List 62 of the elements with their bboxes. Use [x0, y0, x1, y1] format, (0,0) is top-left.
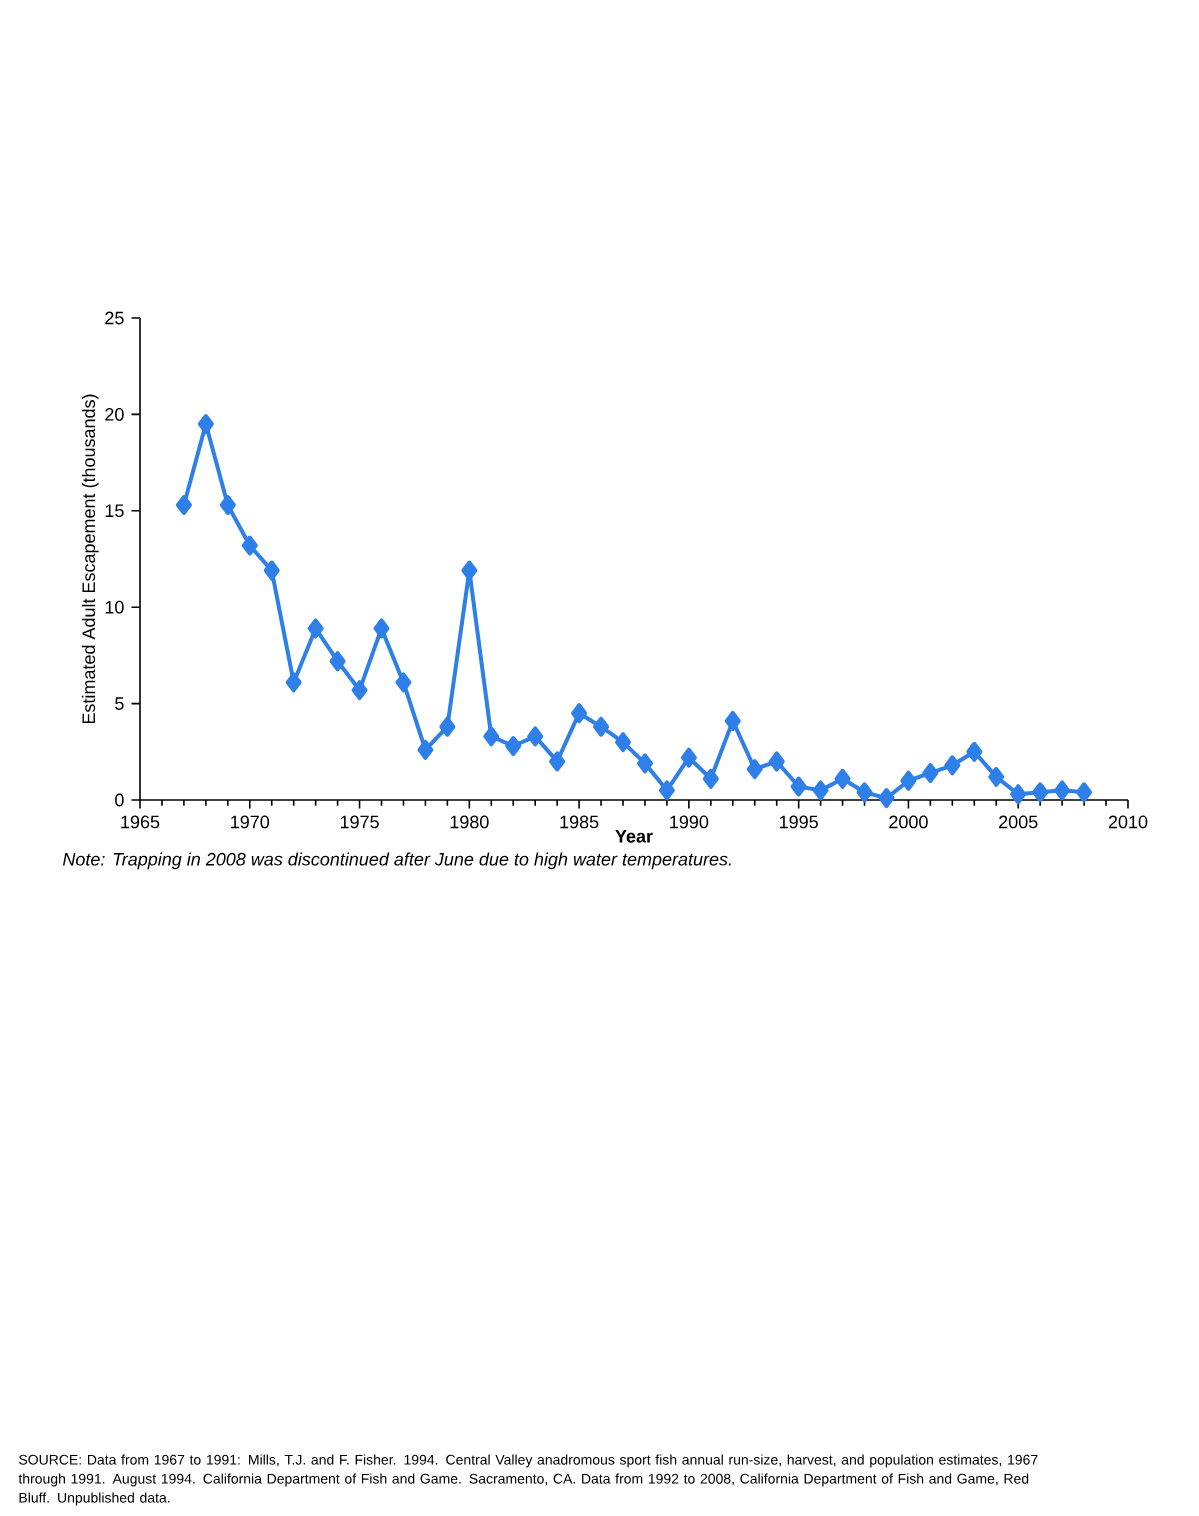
x-tick-label: 1990	[670, 815, 709, 829]
point	[329, 651, 346, 672]
y-tick-label: 15	[105, 504, 124, 518]
x-tick-label: 1975	[340, 815, 379, 829]
point	[768, 751, 785, 772]
point	[307, 618, 324, 639]
point	[571, 703, 588, 724]
point	[373, 618, 390, 639]
point	[175, 495, 192, 516]
point	[527, 726, 544, 747]
point	[988, 766, 1005, 787]
point	[439, 716, 456, 737]
point	[197, 414, 214, 435]
point	[944, 755, 961, 776]
point	[746, 759, 763, 780]
point	[549, 751, 566, 772]
point	[593, 716, 610, 737]
x-tick-label: 1985	[560, 815, 599, 829]
text: Note: Trapping in 2008 was discontinued after June due to high water temperatures.	[62, 852, 731, 870]
point	[900, 770, 917, 791]
y-tick-label: 5	[115, 697, 124, 710]
y-tick-label: 20	[105, 408, 124, 421]
point	[790, 776, 807, 797]
x-tick-label: 1980	[450, 815, 489, 829]
point	[395, 672, 412, 693]
point	[636, 753, 653, 774]
point	[483, 726, 500, 747]
point	[812, 780, 829, 801]
point	[834, 768, 851, 789]
y-axis-title: Estimated Adult Escapement (thousands)	[81, 394, 99, 724]
y-tick-label: 25	[105, 311, 124, 325]
source-note: SOURCE: Data from 1967 to 1991: Mills, T.J. and F. Fisher. 1994. Central Valley anadromous sport fish annual run-size, harvest, and population estimates, 1967 through 1991. August 1994. California Department of Fish and Game. Sacramento, CA. Data from 1992 to 2008, California Department of Fish and Game, Red Bluff. Unpublished data.	[18, 1454, 1038, 1506]
x-tick-label: 2005	[999, 815, 1038, 829]
y-tick-label: 0	[115, 793, 124, 807]
x-tick-label: 2000	[889, 815, 928, 829]
x-axis-title: Year	[615, 830, 653, 843]
point	[658, 780, 675, 801]
point	[351, 680, 368, 701]
point	[263, 560, 280, 581]
point	[241, 535, 258, 556]
point	[724, 710, 741, 731]
y-tick-label: 10	[105, 600, 124, 614]
point	[1032, 782, 1049, 803]
point	[680, 747, 697, 768]
point	[1076, 782, 1093, 803]
point	[615, 732, 632, 753]
point	[461, 560, 478, 581]
point	[417, 739, 434, 760]
point	[1010, 784, 1027, 805]
point	[878, 788, 895, 809]
point	[966, 741, 983, 762]
point	[702, 768, 719, 789]
x-tick-label: 1965	[121, 815, 160, 829]
x-tick-label: 2010	[1108, 815, 1148, 829]
x-tick-label: 1970	[231, 815, 270, 829]
point	[1054, 780, 1071, 801]
point	[856, 782, 873, 803]
point	[285, 672, 302, 693]
x-tick-label: 1995	[780, 815, 818, 829]
point	[922, 763, 939, 783]
point	[219, 495, 236, 516]
point	[505, 736, 522, 757]
